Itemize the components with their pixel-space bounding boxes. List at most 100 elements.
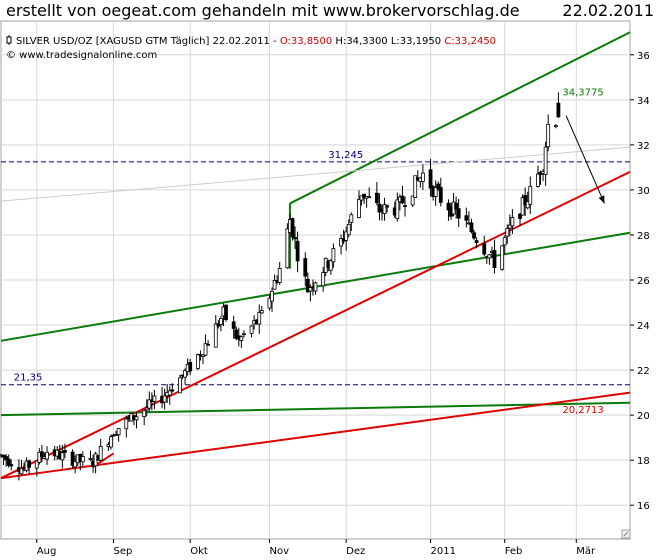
candle bbox=[321, 266, 326, 292]
candle-body bbox=[454, 202, 459, 210]
candle-body bbox=[553, 125, 558, 128]
candle-body bbox=[144, 407, 149, 411]
candle-body bbox=[349, 214, 354, 223]
y-tick-label: 32 bbox=[637, 141, 650, 152]
candle bbox=[267, 295, 272, 311]
candle bbox=[167, 386, 172, 405]
trendline-grey bbox=[0, 146, 631, 202]
candle bbox=[344, 226, 349, 251]
candle-body bbox=[203, 343, 208, 356]
candle bbox=[272, 274, 277, 290]
candle-body bbox=[385, 205, 389, 208]
candle bbox=[295, 231, 300, 273]
candle-body bbox=[438, 187, 443, 203]
candle-body bbox=[201, 354, 205, 357]
legend-line: SILVER USD/OZ [XAGUSD GTM Täglich] 22.02… bbox=[16, 36, 496, 47]
x-tick-label: Okt bbox=[190, 546, 208, 557]
candle-body bbox=[313, 282, 318, 292]
candle-body bbox=[272, 280, 277, 290]
candle-body bbox=[98, 446, 103, 461]
legend-ohlc-part: L:33,1950 bbox=[388, 36, 441, 47]
candle-body bbox=[4, 456, 9, 461]
horizontal-levels: 31,245 21,35 bbox=[1, 150, 630, 386]
grid bbox=[1, 21, 630, 539]
candle bbox=[234, 326, 239, 341]
candle-body bbox=[290, 218, 295, 238]
candle-body bbox=[88, 458, 93, 460]
trendline-green bbox=[289, 31, 631, 205]
candle-body bbox=[249, 325, 254, 334]
candle-body bbox=[242, 333, 246, 336]
candle-body bbox=[331, 248, 336, 263]
candle bbox=[474, 237, 479, 249]
candle-body bbox=[40, 451, 44, 457]
candle-body bbox=[428, 169, 433, 189]
candle bbox=[27, 459, 32, 475]
candle bbox=[9, 459, 14, 471]
candle bbox=[124, 415, 129, 438]
candle-body bbox=[328, 260, 333, 271]
candle bbox=[40, 444, 44, 463]
candle bbox=[4, 454, 9, 467]
y-tick-label: 24 bbox=[637, 321, 650, 332]
candle bbox=[436, 181, 441, 191]
candle bbox=[170, 383, 175, 393]
trendline-red bbox=[0, 170, 631, 480]
candle bbox=[377, 193, 382, 221]
candle bbox=[98, 438, 103, 462]
candle-body bbox=[218, 318, 223, 325]
forecast-arrow bbox=[565, 115, 605, 204]
candle bbox=[546, 114, 551, 152]
candle-body bbox=[523, 195, 528, 206]
y-axis: 16 18 20 22 24 26 28 30 32 34 36 bbox=[630, 51, 650, 512]
resize-grip-icon[interactable] bbox=[621, 529, 631, 539]
candle bbox=[339, 234, 343, 255]
legend-symbol: SILVER USD/OZ [XAGUSD GTM Täglich] 22.02… bbox=[16, 36, 270, 47]
candle bbox=[218, 315, 223, 332]
candle bbox=[37, 448, 42, 465]
candle-body bbox=[487, 254, 492, 259]
y-tick-label: 16 bbox=[637, 501, 650, 512]
candle-body bbox=[413, 175, 418, 198]
candle-body bbox=[377, 203, 382, 213]
candle bbox=[528, 176, 533, 215]
candle bbox=[382, 197, 387, 221]
candle-body bbox=[403, 205, 407, 207]
candle bbox=[203, 334, 208, 357]
candle bbox=[536, 165, 540, 188]
candle bbox=[80, 451, 85, 466]
y-tick-label: 20 bbox=[637, 411, 650, 422]
candle-body bbox=[474, 240, 479, 244]
candle-body bbox=[293, 237, 297, 240]
candle bbox=[507, 214, 512, 237]
candle-body bbox=[367, 196, 372, 198]
candle-body bbox=[109, 436, 113, 448]
header-date: 22.02.2011 bbox=[562, 1, 654, 20]
candle bbox=[385, 204, 389, 213]
candle-body bbox=[339, 238, 343, 247]
candle-body bbox=[206, 343, 211, 346]
candle bbox=[487, 253, 492, 265]
candle-body bbox=[234, 329, 239, 339]
candle-body bbox=[80, 456, 85, 463]
candle bbox=[34, 460, 39, 477]
candle-body bbox=[231, 321, 236, 329]
x-tick-label: Aug bbox=[37, 546, 57, 557]
candle-body bbox=[152, 395, 157, 402]
candle bbox=[259, 305, 264, 314]
y-tick-label: 36 bbox=[637, 51, 650, 62]
y-tick-label: 18 bbox=[637, 456, 650, 467]
candle bbox=[469, 218, 474, 234]
legend-ohlc-part: O:33,8500 bbox=[280, 36, 332, 47]
candle-body bbox=[167, 390, 172, 396]
x-tick-label: Sep bbox=[114, 546, 133, 557]
candle bbox=[400, 185, 405, 205]
candle-body bbox=[37, 451, 42, 463]
x-tick-label: Nov bbox=[269, 546, 289, 557]
candle bbox=[420, 164, 425, 191]
candle-body bbox=[70, 451, 75, 466]
arrow-head-icon bbox=[598, 195, 605, 204]
candle bbox=[346, 219, 351, 238]
candle bbox=[313, 281, 318, 295]
